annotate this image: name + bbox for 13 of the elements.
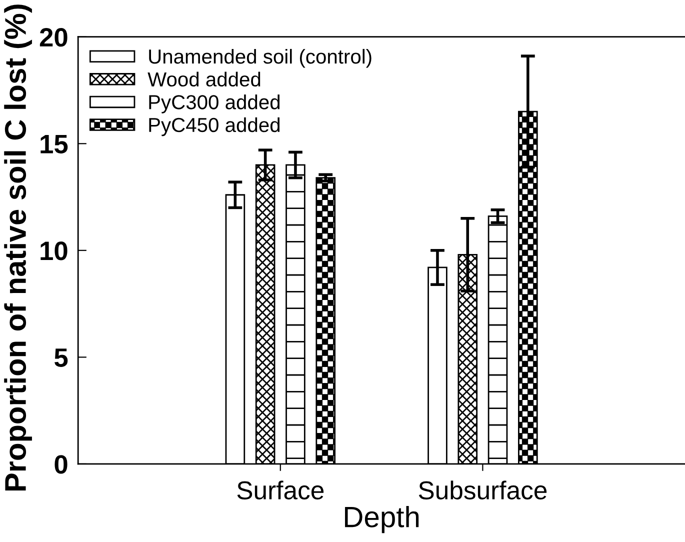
y-tick-label: 0 [54, 455, 68, 474]
legend-label: PyC300 added [149, 94, 280, 114]
legend-label: Wood added [148, 72, 260, 87]
y-tick-label: 10 [40, 242, 68, 260]
y-tick-label: 20 [40, 28, 68, 47]
x-tick-label: Surface [237, 480, 324, 500]
y-tick-label: 15 [40, 135, 68, 154]
x-tick-label: Subsurface [418, 480, 547, 500]
legend-label: Unamended soil (control) [149, 48, 372, 68]
y-axis-title: Proportion of native soil C lost (%) [4, 4, 32, 491]
legend-label: PyC450 added [149, 117, 280, 136]
y-tick-label: 5 [54, 348, 68, 367]
x-axis-title: Depth [345, 506, 419, 534]
